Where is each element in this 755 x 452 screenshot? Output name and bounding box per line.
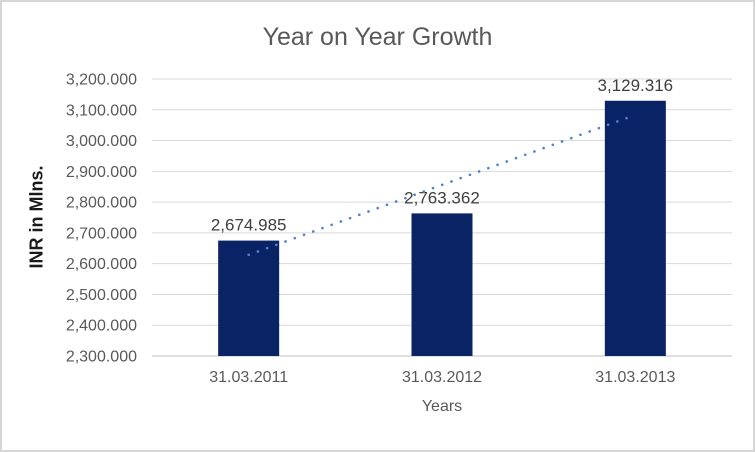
chart-title: Year on Year Growth xyxy=(262,23,493,51)
bar xyxy=(411,213,473,356)
trendline xyxy=(247,113,637,257)
y-tick-label: 3,000.000 xyxy=(66,133,137,150)
x-axis-title: Years xyxy=(421,398,463,415)
y-tick-label: 2,500.000 xyxy=(66,287,137,304)
y-tick-label: 3,200.000 xyxy=(66,72,137,89)
data-label: 2,674.985 xyxy=(211,216,287,235)
data-label: 3,129.316 xyxy=(598,76,674,95)
y-tick-label: 2,800.000 xyxy=(66,195,137,212)
category-label: 31.03.2013 xyxy=(595,369,675,386)
y-tick-label: 2,900.000 xyxy=(66,164,137,181)
category-label: 31.03.2012 xyxy=(402,369,482,386)
y-tick-label: 3,100.000 xyxy=(66,102,137,119)
data-label: 2,763.362 xyxy=(404,188,480,207)
bar xyxy=(604,100,666,356)
y-tick-label: 2,300.000 xyxy=(66,349,137,366)
y-tick-label: 2,700.000 xyxy=(66,225,137,242)
y-tick-label: 2,600.000 xyxy=(66,256,137,273)
y-tick-label: 2,400.000 xyxy=(66,318,137,335)
category-label: 31.03.2011 xyxy=(209,369,288,386)
bar xyxy=(218,240,280,356)
